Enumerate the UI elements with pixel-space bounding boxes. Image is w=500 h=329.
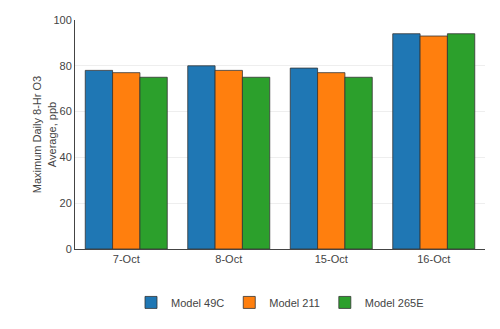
svg-text:40: 40 <box>60 151 72 163</box>
svg-text:15-Oct: 15-Oct <box>315 253 348 265</box>
svg-text:80: 80 <box>60 60 72 72</box>
svg-text:20: 20 <box>60 197 72 209</box>
svg-text:Model 49C: Model 49C <box>171 297 224 309</box>
svg-text:0: 0 <box>66 243 72 255</box>
svg-text:Model 211: Model 211 <box>269 297 320 309</box>
svg-text:7-Oct: 7-Oct <box>113 253 140 265</box>
svg-text:Model 265E: Model 265E <box>365 297 424 309</box>
svg-text:Maximum Daily 8-Hr O3Average,: Maximum Daily 8-Hr O3Average, ppb <box>31 76 57 193</box>
svg-text:100: 100 <box>53 14 71 26</box>
svg-text:16-Oct: 16-Oct <box>417 253 450 265</box>
svg-text:8-Oct: 8-Oct <box>215 253 242 265</box>
svg-text:60: 60 <box>60 105 72 117</box>
